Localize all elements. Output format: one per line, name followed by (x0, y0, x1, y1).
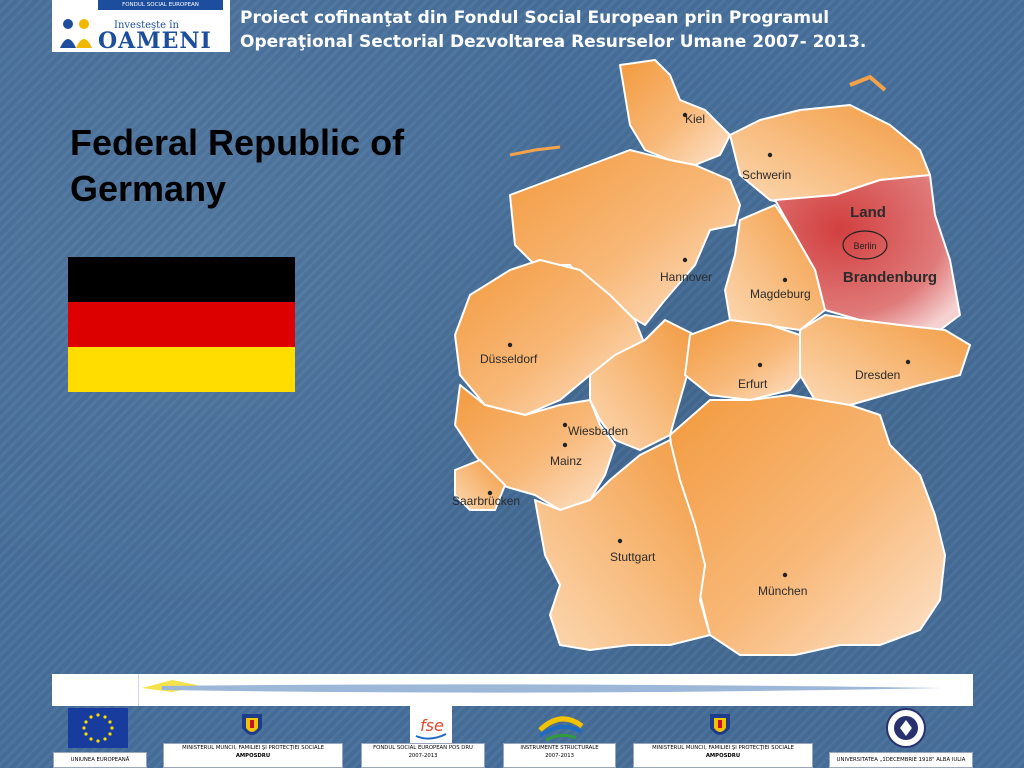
logo-card-ministry-1: MINISTERUL MUNCII, FAMILIEI ŞI PROTECŢIE… (163, 743, 343, 768)
logo-card-label: UNIUNEA EUROPEANĂ (70, 757, 130, 763)
logo-card-structural: INSTRUMENTE STRUCTURALE 2007-2013 (503, 743, 616, 768)
city-dot (562, 442, 568, 448)
city-label-erfurt: Erfurt (738, 377, 768, 391)
header-line-2: Operaţional Sectorial Dezvoltarea Resurs… (240, 32, 867, 52)
city-label-muenchen: München (758, 584, 807, 598)
city-dot (682, 257, 688, 263)
city-label-kiel: Kiel (685, 112, 705, 126)
city-dot (507, 342, 513, 348)
romanian-coat-of-arms-icon (710, 714, 730, 735)
logo-card-fse: FONDUL SOCIAL EUROPEAN POS DRU 2007-2013 (361, 743, 485, 768)
logo-card-sub: AMPOSDRU (235, 753, 271, 759)
logo-small-text: Investeşte în (114, 20, 179, 31)
logo-card-label: MINISTERUL MUNCII, FAMILIEI ŞI PROTECŢIE… (652, 745, 794, 751)
flag-stripe-black (68, 257, 295, 302)
logo-card-sub: AMPOSDRU (705, 753, 741, 759)
city-label-magdeburg: Magdeburg (750, 287, 811, 301)
project-header: Proiect cofinanţat din Fondul Social Eur… (240, 6, 1010, 54)
city-dot (617, 538, 623, 544)
german-flag (68, 257, 295, 392)
city-dot (767, 152, 773, 158)
logo-big-text: OAMENI (98, 28, 212, 54)
city-dot (782, 572, 788, 578)
city-dot (487, 490, 493, 496)
region-schleswig-holstein (619, 59, 731, 166)
people-icon (60, 19, 92, 48)
city-label-stuttgart: Stuttgart (610, 550, 656, 564)
logo-card-sub: 2007-2013 (545, 753, 574, 759)
city-label-mainz: Mainz (550, 454, 582, 468)
city-label-wiesbaden: Wiesbaden (568, 424, 628, 438)
logo-card-eu: UNIUNEA EUROPEANĂ (53, 752, 147, 768)
city-label-schwerin: Schwerin (742, 168, 791, 182)
oameni-logo: FONDUL SOCIAL EUROPEAN Investeşte în OAM… (52, 0, 230, 54)
structural-instruments-icon (538, 716, 584, 742)
city-dot (782, 277, 788, 283)
svg-text:fse: fse (420, 716, 444, 735)
city-dot (757, 362, 763, 368)
region-highlight-line-2: Brandenburg (843, 269, 937, 286)
swoosh-graphic (142, 680, 942, 693)
region-highlight-line-1: Land (850, 204, 886, 221)
logo-card-ministry-2: MINISTERUL MUNCII, FAMILIEI ŞI PROTECŢIE… (633, 743, 813, 768)
university-seal-icon (886, 708, 926, 748)
region-saxony (799, 314, 971, 406)
city-label-duesseldorf: Düsseldorf (480, 352, 538, 366)
flag-stripe-red (68, 302, 295, 347)
flag-stripe-gold (68, 347, 295, 392)
eu-flag-icon (68, 708, 128, 748)
footer-band (52, 674, 973, 706)
title-line-1: Federal Republic of (70, 122, 405, 163)
city-label-hannover: Hannover (660, 270, 712, 284)
germany-map: Berlin Land Brandenburg Kiel Schwerin Ha… (452, 59, 971, 656)
region-thuringia (684, 319, 811, 401)
fse-logo-icon: fse (410, 706, 452, 744)
logo-card-university: UNIVERSITATEA „1DECEMBRIE 1918" ALBA IUL… (829, 752, 973, 768)
city-label-saarbruecken: Saarbrücken (452, 494, 520, 508)
logo-card-label: INSTRUMENTE STRUCTURALE (520, 745, 599, 751)
region-baden-wuerttemberg (534, 439, 711, 651)
title-line-2: Germany (70, 168, 227, 209)
footer-divider (138, 674, 139, 706)
region-bavaria (669, 394, 946, 656)
logo-card-label: UNIVERSITATEA „1DECEMBRIE 1918" ALBA IUL… (836, 757, 966, 763)
berlin-label: Berlin (853, 241, 876, 251)
logo-card-label: FONDUL SOCIAL EUROPEAN POS DRU (373, 745, 473, 751)
romanian-coat-of-arms-icon (242, 714, 262, 735)
city-dot (682, 112, 688, 118)
region-saarland (454, 459, 506, 511)
city-dot (562, 422, 568, 428)
slide-title: Federal Republic of Germany (70, 120, 470, 212)
region-lower-saxony (509, 149, 741, 326)
city-dot (905, 359, 911, 365)
header-line-1: Proiect cofinanţat din Fondul Social Eur… (240, 8, 830, 28)
region-hesse (589, 319, 696, 451)
logo-top-strip: FONDUL SOCIAL EUROPEAN (98, 0, 223, 10)
city-label-dresden: Dresden (855, 368, 900, 382)
logo-card-sub: 2007-2013 (408, 753, 438, 759)
logo-card-label: MINISTERUL MUNCII, FAMILIEI ŞI PROTECŢIE… (182, 745, 324, 751)
berlin-outline (842, 230, 888, 260)
